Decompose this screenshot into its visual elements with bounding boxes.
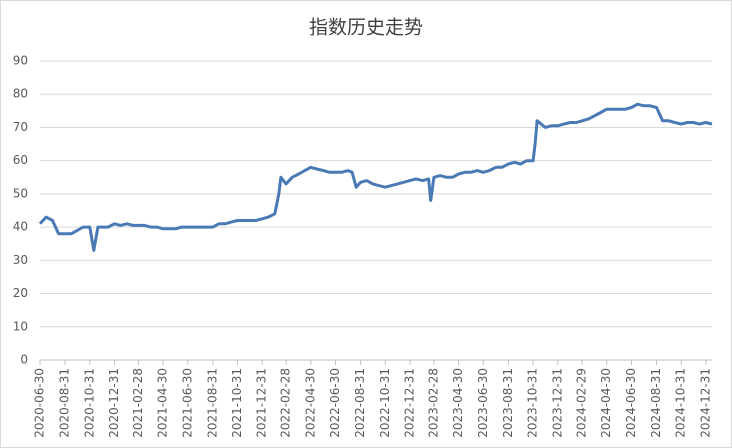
x-tick-label: 2024-12-31 bbox=[698, 368, 712, 438]
x-tick-label: 2024-10-31 bbox=[674, 368, 688, 438]
x-tick-label: 2021-10-31 bbox=[230, 368, 244, 438]
y-tick-label: 80 bbox=[13, 87, 28, 101]
y-tick-label: 10 bbox=[13, 319, 28, 333]
data-line bbox=[38, 102, 713, 252]
x-tick-label: 2021-06-30 bbox=[180, 368, 194, 438]
x-tick-label: 2020-08-31 bbox=[58, 368, 72, 438]
y-tick-label: 90 bbox=[13, 54, 28, 68]
x-tick-label: 2021-08-31 bbox=[205, 368, 219, 438]
x-tick-label: 2020-12-31 bbox=[107, 368, 121, 438]
x-tick-label: 2022-04-30 bbox=[303, 368, 317, 438]
x-tick-label: 2023-02-28 bbox=[426, 368, 440, 438]
x-tick-label: 2023-06-30 bbox=[476, 368, 490, 438]
x-tick-label: 2020-10-31 bbox=[82, 368, 96, 438]
y-tick-label: 40 bbox=[13, 220, 28, 234]
x-tick-label: 2022-10-31 bbox=[378, 368, 392, 438]
x-tick-label: 2021-04-30 bbox=[156, 368, 170, 438]
x-tick-label: 2023-12-31 bbox=[550, 368, 564, 438]
x-tick-label: 2023-08-31 bbox=[501, 368, 515, 438]
x-tick-label: 2024-04-30 bbox=[599, 368, 613, 438]
y-tick-label: 30 bbox=[13, 253, 28, 267]
x-tick-label: 2021-12-31 bbox=[255, 368, 269, 438]
x-tick-label: 2020-06-30 bbox=[33, 368, 47, 438]
x-tick-label: 2024-06-30 bbox=[624, 368, 638, 438]
y-tick-label: 50 bbox=[13, 186, 28, 200]
chart-title: 指数历史走势 bbox=[309, 17, 423, 39]
x-tick-label: 2024-02-29 bbox=[575, 368, 589, 438]
x-tick-label: 2022-06-30 bbox=[328, 368, 342, 438]
x-tick-label: 2022-08-31 bbox=[353, 368, 367, 438]
x-tick-label: 2023-04-30 bbox=[451, 368, 465, 438]
x-tick-label: 2023-10-31 bbox=[526, 368, 540, 438]
x-tick-label: 2022-12-31 bbox=[403, 368, 417, 438]
y-tick-label: 0 bbox=[20, 353, 28, 367]
x-tick-label: 2022-02-28 bbox=[279, 368, 293, 438]
y-tick-label: 20 bbox=[13, 286, 28, 300]
y-tick-label: 60 bbox=[13, 153, 28, 167]
y-tick-label: 70 bbox=[13, 120, 28, 134]
x-tick-label: 2024-08-31 bbox=[649, 368, 663, 438]
x-tick-label: 2021-02-28 bbox=[131, 368, 145, 438]
